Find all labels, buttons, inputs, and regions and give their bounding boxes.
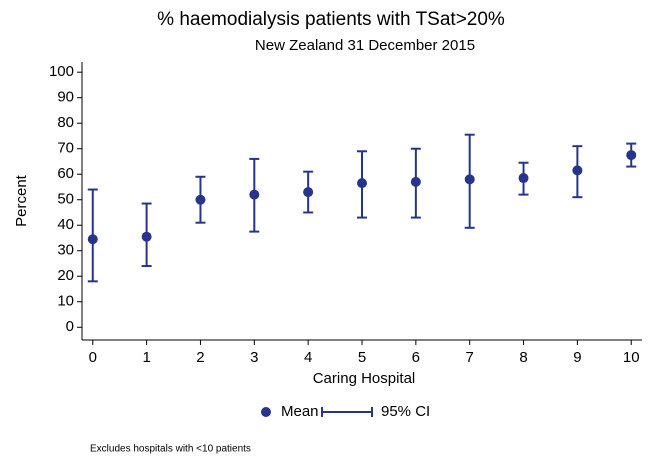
mean-point	[357, 178, 367, 189]
x-tick-label: 3	[250, 349, 258, 366]
mean-point	[249, 189, 260, 200]
x-tick-label: 2	[196, 349, 204, 366]
legend-label: Mean	[281, 403, 319, 420]
y-tick-label: 60	[57, 165, 74, 182]
x-axis-label: Caring Hospital	[313, 370, 416, 387]
mean-point	[464, 174, 475, 185]
y-axis-label: Percent	[13, 174, 30, 227]
mean-point	[626, 150, 637, 161]
y-tick-label: 10	[57, 293, 74, 310]
y-tick-label: 40	[57, 216, 74, 233]
y-tick-label: 80	[57, 114, 74, 131]
mean-point	[518, 173, 529, 184]
x-tick-label: 7	[466, 349, 474, 366]
mean-point	[87, 234, 98, 245]
y-tick-label: 0	[66, 318, 74, 335]
x-tick-label: 5	[358, 349, 366, 366]
chart-subtitle: New Zealand 31 December 2015	[255, 37, 475, 54]
mean-point	[141, 231, 152, 242]
mean-point	[195, 194, 206, 205]
y-tick-label: 50	[57, 191, 74, 208]
x-tick-label: 8	[519, 349, 527, 366]
y-tick-label: 90	[57, 89, 74, 106]
mean-point	[572, 165, 583, 176]
y-tick-label: 70	[57, 140, 74, 157]
x-tick-label: 10	[623, 349, 640, 366]
y-tick-label: 20	[57, 267, 74, 284]
y-tick-label: 30	[57, 242, 74, 259]
x-tick-label: 9	[573, 349, 581, 366]
y-tick-label: 100	[49, 63, 74, 80]
x-tick-label: 0	[89, 349, 97, 366]
x-tick-label: 1	[142, 349, 150, 366]
footnote: Excludes hospitals with <10 patients	[90, 444, 251, 455]
mean-point	[303, 187, 314, 198]
chart-title: % haemodialysis patients with TSat>20%	[157, 9, 505, 30]
legend-marker	[261, 407, 271, 417]
x-tick-label: 4	[304, 349, 312, 366]
mean-point	[410, 176, 421, 187]
x-tick-label: 6	[412, 349, 420, 366]
legend-label: 95% CI	[381, 403, 430, 420]
